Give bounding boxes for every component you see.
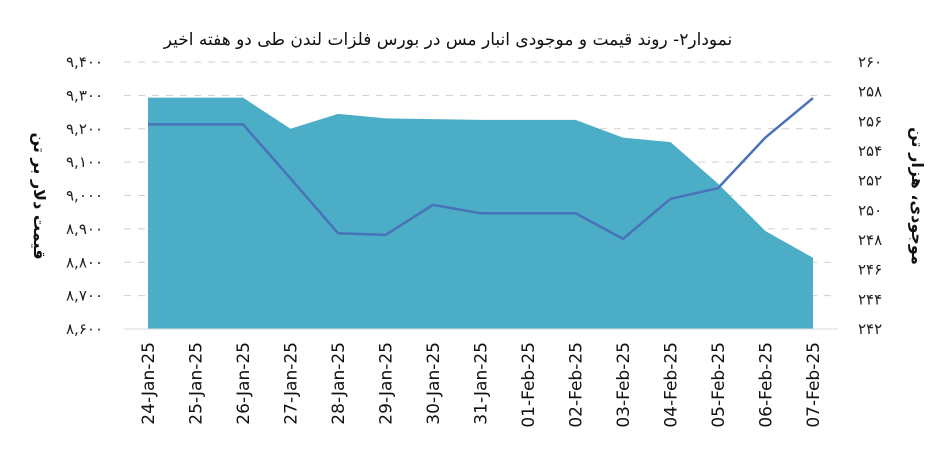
x-tick-label: 26-Jan-25 — [234, 342, 254, 425]
right-axis-title: موجودی، هزار تن — [908, 127, 927, 265]
price-line — [148, 97, 814, 241]
left-tick-label: ۸,۷۰۰ — [66, 287, 103, 305]
x-tick-label: 31-Jan-25 — [472, 342, 492, 425]
left-tick-label: ۹,۰۰۰ — [66, 187, 103, 205]
left-tick-label: ۹,۲۰۰ — [66, 120, 103, 138]
right-tick-label: ۲۵۲ — [858, 172, 882, 190]
right-tick-label: ۲۵۴ — [858, 142, 882, 160]
x-tick-label: 06-Feb-25 — [757, 342, 777, 428]
x-tick-label: 24-Jan-25 — [139, 342, 159, 425]
right-tick-label: ۲۴۸ — [858, 231, 882, 249]
left-axis-ticks: ۸,۶۰۰ ۸,۷۰۰ ۸,۸۰۰ ۸,۹۰۰ ۹,۰۰۰ ۹,۱۰۰ ۹,۲۰۰ ۹,۳۰۰… — [66, 53, 103, 338]
x-tick-label: 07-Feb-25 — [804, 342, 824, 428]
left-tick-label: ۸,۹۰۰ — [66, 220, 103, 238]
chart-title: نمودار۲- روند قیمت و موجودی انبار مس در … — [163, 30, 733, 50]
left-tick-label: ۹,۱۰۰ — [66, 153, 103, 171]
x-tick-label: 02-Feb-25 — [567, 342, 587, 428]
x-axis-ticks: 24-Jan-25 25-Jan-25 26-Jan-25 27-Jan-25 28-J… — [139, 342, 824, 428]
right-tick-label: ۲۶۰ — [858, 53, 882, 71]
x-tick-label: 30-Jan-25 — [424, 342, 444, 425]
x-tick-label: 29-Jan-25 — [377, 342, 397, 425]
right-tick-label: ۲۵۸ — [858, 83, 882, 101]
x-tick-label: 25-Jan-25 — [187, 342, 207, 425]
price-line-layer — [148, 97, 814, 241]
x-tick-label: 01-Feb-25 — [519, 342, 539, 428]
right-tick-label: ۲۴۴ — [858, 290, 882, 308]
x-tick-label: 03-Feb-25 — [614, 342, 634, 428]
x-tick-label: 04-Feb-25 — [662, 342, 682, 428]
right-tick-label: ۲۴۲ — [858, 320, 882, 338]
x-tick-label: 27-Jan-25 — [282, 342, 302, 425]
right-tick-label: ۲۵۰ — [858, 201, 882, 219]
right-axis-ticks: ۲۴۲ ۲۴۴ ۲۴۶ ۲۴۸ ۲۵۰ ۲۵۲ ۲۵۴ ۲۵۶ ۲۵۸ ۲۶۰ — [858, 53, 882, 338]
right-tick-label: ۲۴۶ — [858, 261, 882, 279]
x-tick-label: 28-Jan-25 — [329, 342, 349, 425]
left-tick-label: ۹,۳۰۰ — [66, 86, 103, 104]
left-tick-label: ۸,۶۰۰ — [66, 320, 103, 338]
x-tick-label: 05-Feb-25 — [709, 342, 729, 428]
left-tick-label: ۹,۴۰۰ — [66, 53, 103, 71]
left-tick-label: ۸,۸۰۰ — [66, 253, 103, 271]
left-axis-title: قیمت دلار بر تن — [30, 132, 49, 259]
right-tick-label: ۲۵۶ — [858, 112, 882, 130]
